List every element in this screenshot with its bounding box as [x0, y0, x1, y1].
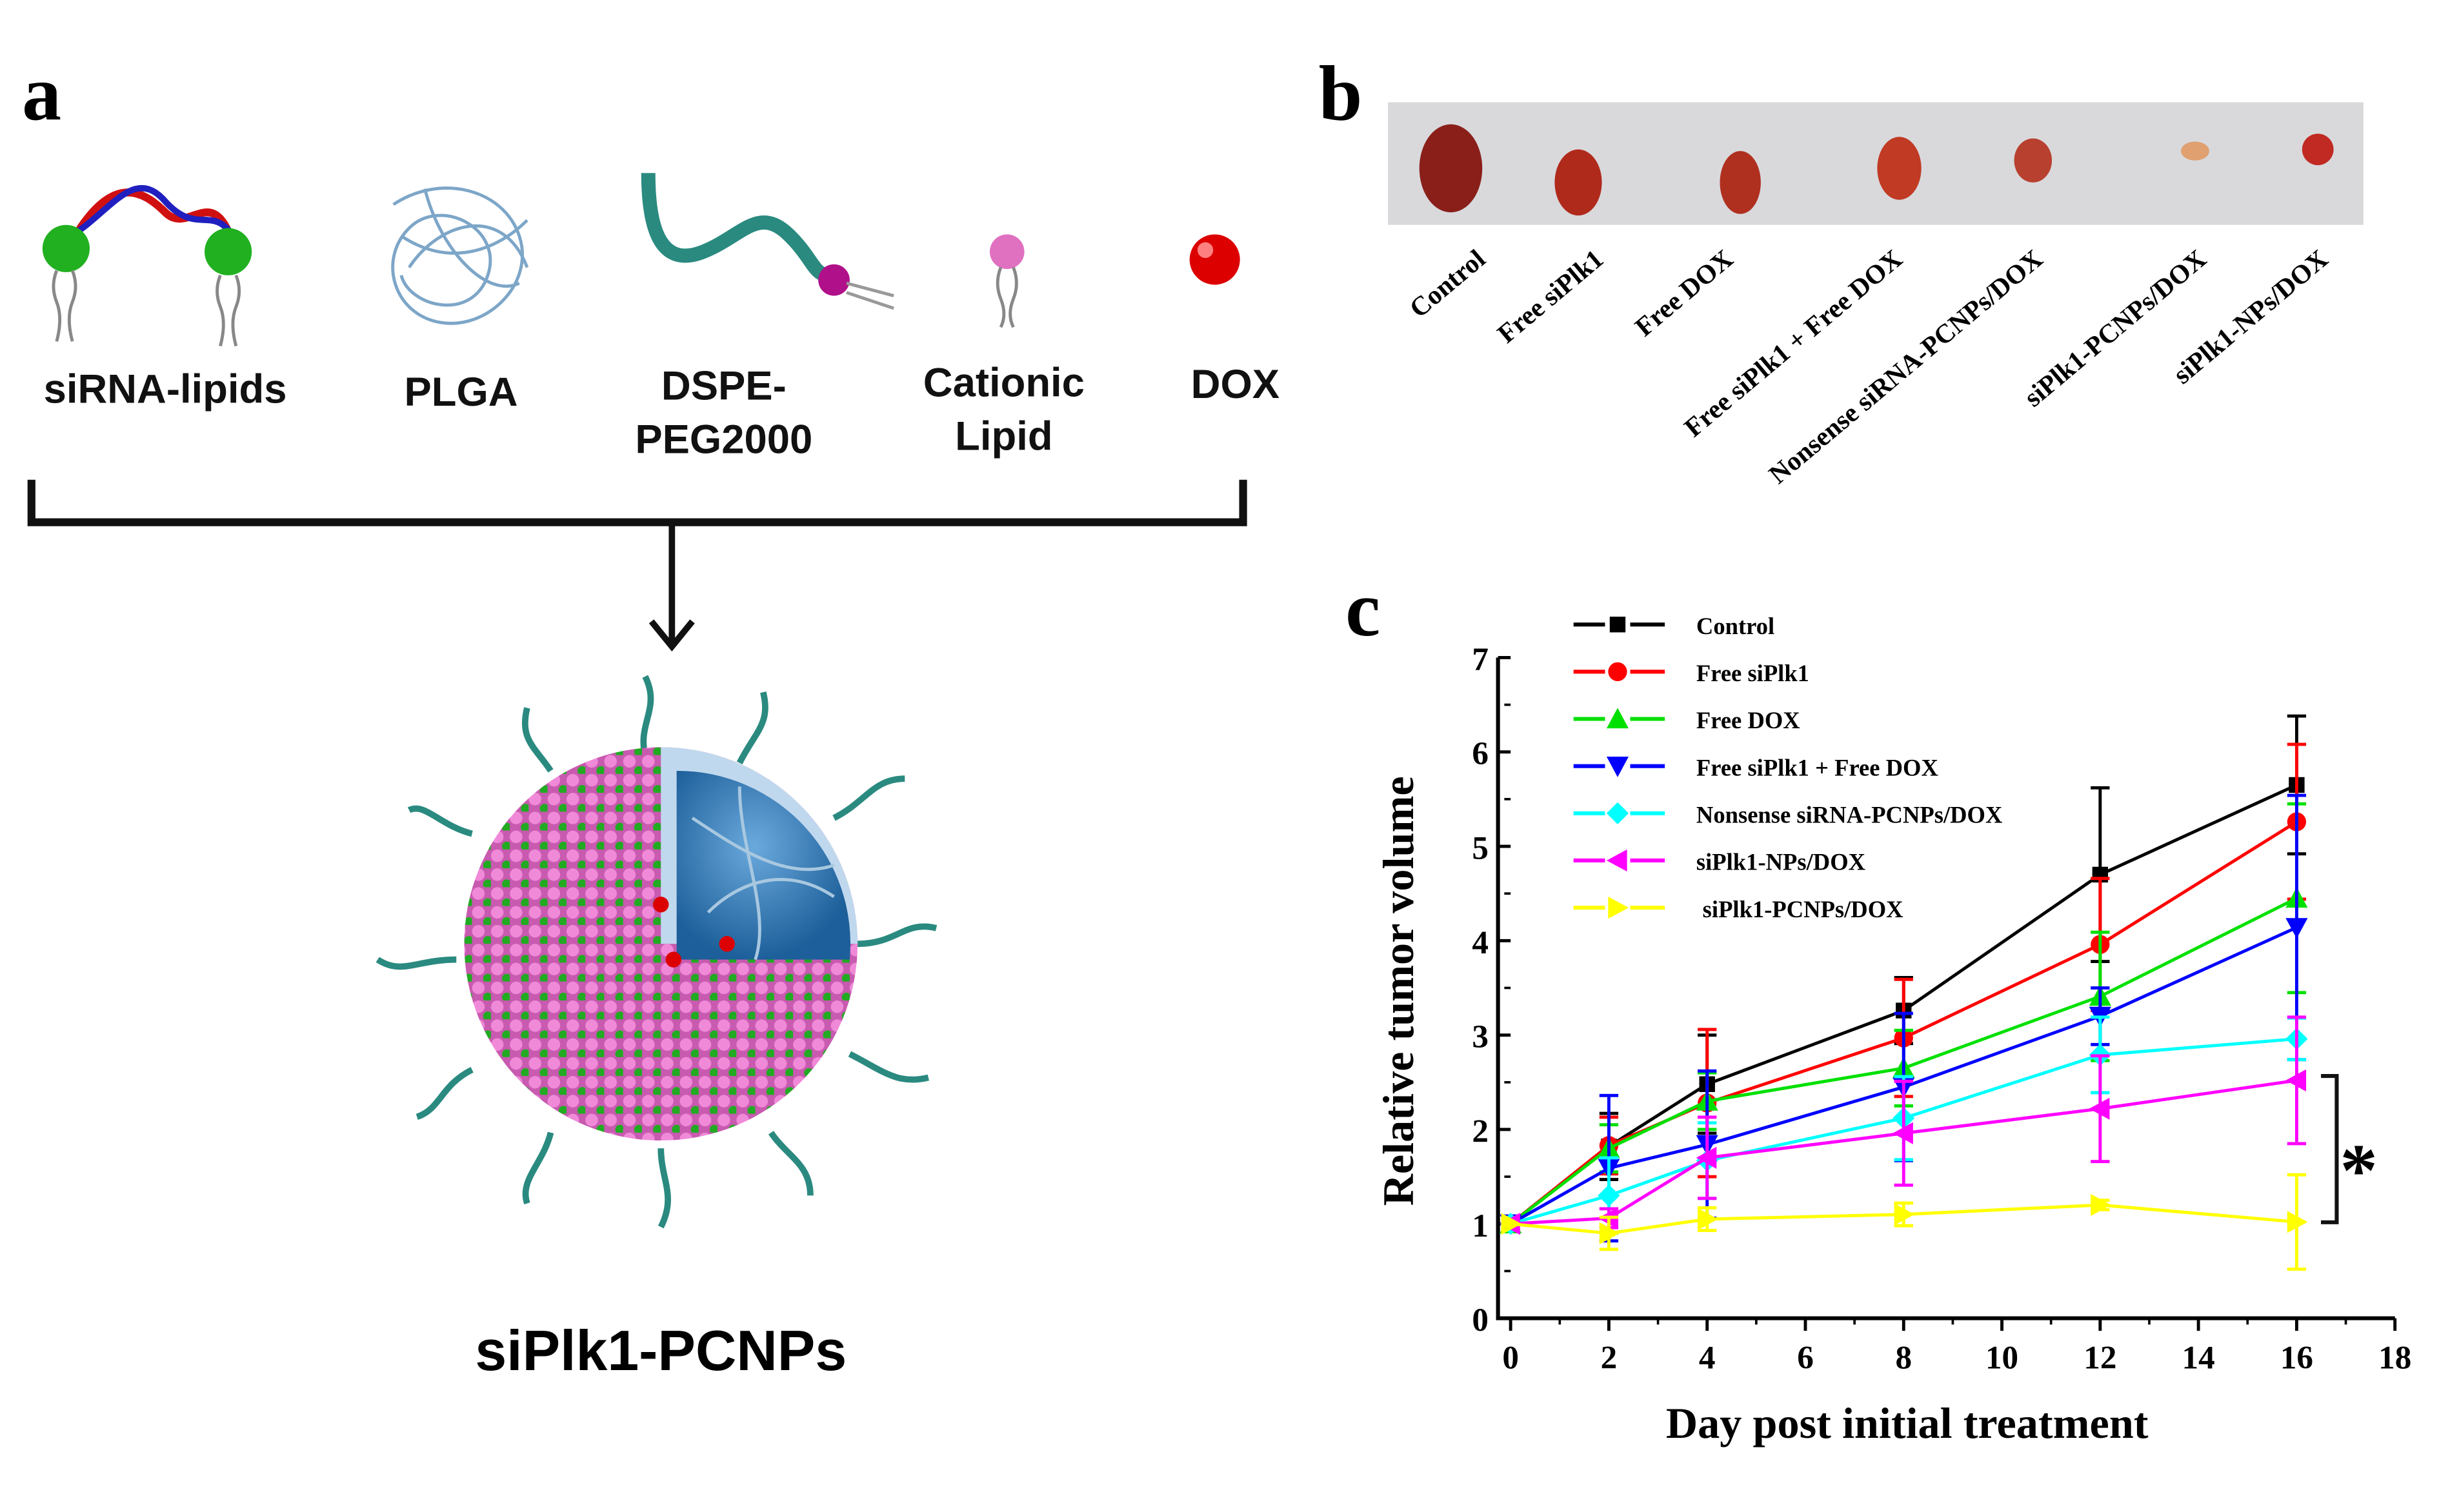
data-point [1501, 1213, 1522, 1235]
nanoparticle-illustration [376, 675, 938, 1229]
x-tick-label: 2 [1601, 1340, 1618, 1377]
x-tick-label: 12 [2083, 1340, 2116, 1377]
x-tick-label: 0 [1502, 1340, 1519, 1377]
component-label-plga: PLGA [404, 368, 518, 415]
y-tick-label: 2 [1472, 1113, 1489, 1149]
series-line [1509, 820, 2298, 1226]
data-point [1698, 1208, 1718, 1231]
legend-label: Free DOX [1696, 707, 1800, 733]
y-tick-label: 7 [1472, 641, 1489, 678]
series-line [1509, 897, 2298, 1226]
cationic-lipid-icon [989, 234, 1025, 328]
dox-sphere-icon [1189, 234, 1240, 285]
panel-a-letter: a [22, 48, 62, 137]
dspe-peg-icon [641, 173, 894, 310]
data-point [1892, 1122, 1913, 1144]
legend-label: Free siPlk1 [1696, 660, 1809, 686]
y-tick-label: 1 [1472, 1208, 1489, 1244]
legend-label: siPlk1-PCNPs/DOX [1703, 896, 1903, 922]
tumor-siplk1-pcnps [2181, 141, 2209, 161]
data-point [2285, 1069, 2307, 1091]
tumor-nonsense [2014, 138, 2053, 183]
data-point [1599, 1222, 1620, 1245]
legend-marker [1608, 897, 1629, 919]
tumor-free-siplk1 [1554, 149, 1602, 216]
y-tick-label: 3 [1472, 1019, 1489, 1055]
y-tick-label: 0 [1472, 1302, 1489, 1338]
x-tick-label: 6 [1797, 1340, 1814, 1377]
tumor-siplk1-nps [2302, 134, 2334, 166]
data-point [2091, 1193, 2111, 1217]
x-tick-label: 18 [2378, 1340, 2411, 1377]
component-label-cationic-lipid: Cationic Lipid [923, 359, 1085, 460]
arrow-down-icon [648, 522, 695, 652]
y-tick-label: 6 [1472, 735, 1489, 772]
data-point [1894, 1203, 1915, 1226]
panel-b-letter: b [1318, 48, 1363, 137]
tumor-free-siplk1-free-dox [1877, 137, 1922, 200]
y-axis-label: Relative tumor volume [1374, 776, 1423, 1206]
tumor-control [1419, 124, 1483, 213]
series-line [1510, 1203, 2297, 1235]
legend-marker [1608, 662, 1627, 681]
series-line [1511, 1079, 2297, 1226]
x-tick-label: 16 [2280, 1340, 2313, 1377]
tumor-photo [1387, 102, 2364, 225]
legend-marker [1606, 708, 1629, 729]
significance-bracket [2321, 1074, 2339, 1224]
data-point [1598, 1184, 1620, 1207]
y-tick-label: 5 [1472, 830, 1489, 867]
axes [1496, 657, 2395, 1320]
legend-label: Nonsense siRNA-PCNPs/DOX [1696, 801, 2003, 828]
y-tick-label: 4 [1472, 924, 1489, 961]
series-line [1510, 1037, 2297, 1226]
bracket [27, 479, 1247, 526]
legend-marker [1606, 849, 1627, 872]
component-label-dox: DOX [1190, 360, 1280, 408]
plga-polymer-icon [391, 186, 529, 325]
panel-a-diagram [27, 173, 1247, 1229]
x-tick-label: 8 [1895, 1340, 1912, 1377]
x-tick-label: 10 [1985, 1340, 2018, 1377]
panel-c-letter: c [1345, 564, 1381, 653]
legend-label: Control [1696, 613, 1774, 639]
component-label-dspe-peg2000: DSPE- PEG2000 [635, 361, 813, 463]
sirna-lipid-icon [42, 184, 252, 347]
legend-label: siPlk1-NPs/DOX [1696, 849, 1865, 875]
legend-marker [1606, 757, 1629, 777]
x-tick-label: 14 [2182, 1340, 2215, 1377]
legend-label: Free siPlk1 + Free DOX [1696, 754, 1938, 781]
data-point [2089, 1097, 2110, 1120]
legend-marker [1609, 616, 1626, 633]
data-point [2287, 1211, 2308, 1233]
x-axis-label: Day post initial treatment [1666, 1398, 2149, 1447]
data-point [2285, 918, 2308, 939]
legend-marker [1606, 802, 1629, 824]
series-line [1509, 926, 2298, 1226]
x-tick-label: 4 [1699, 1340, 1716, 1377]
data-point [1696, 1146, 1717, 1169]
nanoparticle-label: siPlk1-PCNPs [475, 1318, 847, 1383]
tumor-free-dox [1720, 151, 1761, 214]
significance-mark: * [2340, 1129, 2378, 1212]
component-label-sirna-lipids: siRNA-lipids [43, 364, 287, 412]
